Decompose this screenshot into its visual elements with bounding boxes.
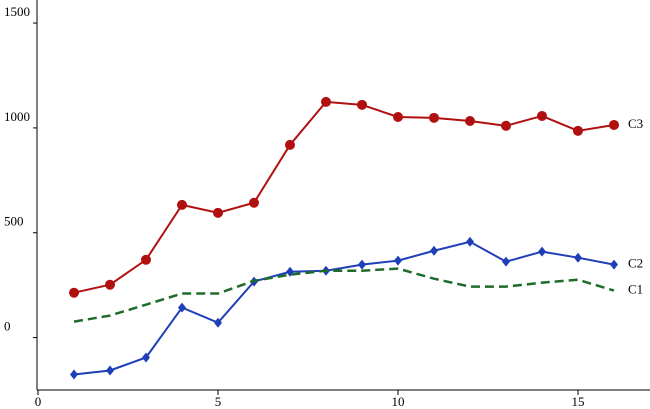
point [70,369,78,380]
point [358,259,366,270]
point [178,302,186,313]
x-tick-label: 10 [392,394,405,409]
point [69,287,79,298]
point [609,119,619,130]
point [394,255,402,266]
x-tick-label: 0 [35,394,42,409]
series-line [73,100,615,294]
point [502,256,510,267]
point [105,279,115,290]
point [249,197,259,208]
point [106,365,114,376]
y-tick-label: 0 [4,319,11,334]
point [465,115,475,126]
point [537,110,547,121]
point [321,96,331,107]
x-tick-label: 15 [572,394,585,409]
series-label: C2 [628,256,643,271]
point [501,120,511,131]
point [214,317,222,328]
point [177,199,187,210]
point [213,207,223,218]
series-label: C1 [628,282,643,297]
x-tick-label: 5 [215,394,222,409]
point [610,259,618,270]
point [141,254,151,265]
point [357,99,367,110]
point [393,112,403,122]
point [430,245,438,256]
y-tick-label: 1500 [4,4,30,19]
series-label: C3 [628,116,643,131]
point [285,139,295,150]
point [538,246,546,257]
point [429,112,439,123]
series-line [73,267,615,323]
point [573,125,583,136]
point [142,352,150,363]
point [466,236,474,247]
point [574,252,582,263]
y-tick-label: 500 [4,214,24,229]
y-tick-label: 1000 [4,109,30,124]
series-line [73,240,615,376]
